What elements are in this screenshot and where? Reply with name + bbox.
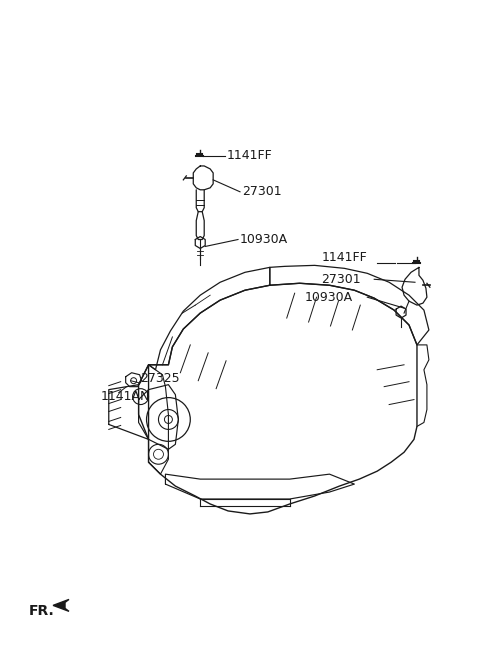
Text: 10930A: 10930A [240,233,288,246]
Text: 27301: 27301 [322,272,361,286]
Text: 1141FF: 1141FF [322,251,367,264]
Text: 27325: 27325 [141,372,180,385]
Text: FR.: FR. [29,605,55,618]
Polygon shape [53,599,69,611]
Text: 10930A: 10930A [305,291,353,304]
Text: 1141AN: 1141AN [101,390,150,403]
Text: 1141FF: 1141FF [227,149,273,162]
Text: 27301: 27301 [242,185,282,198]
